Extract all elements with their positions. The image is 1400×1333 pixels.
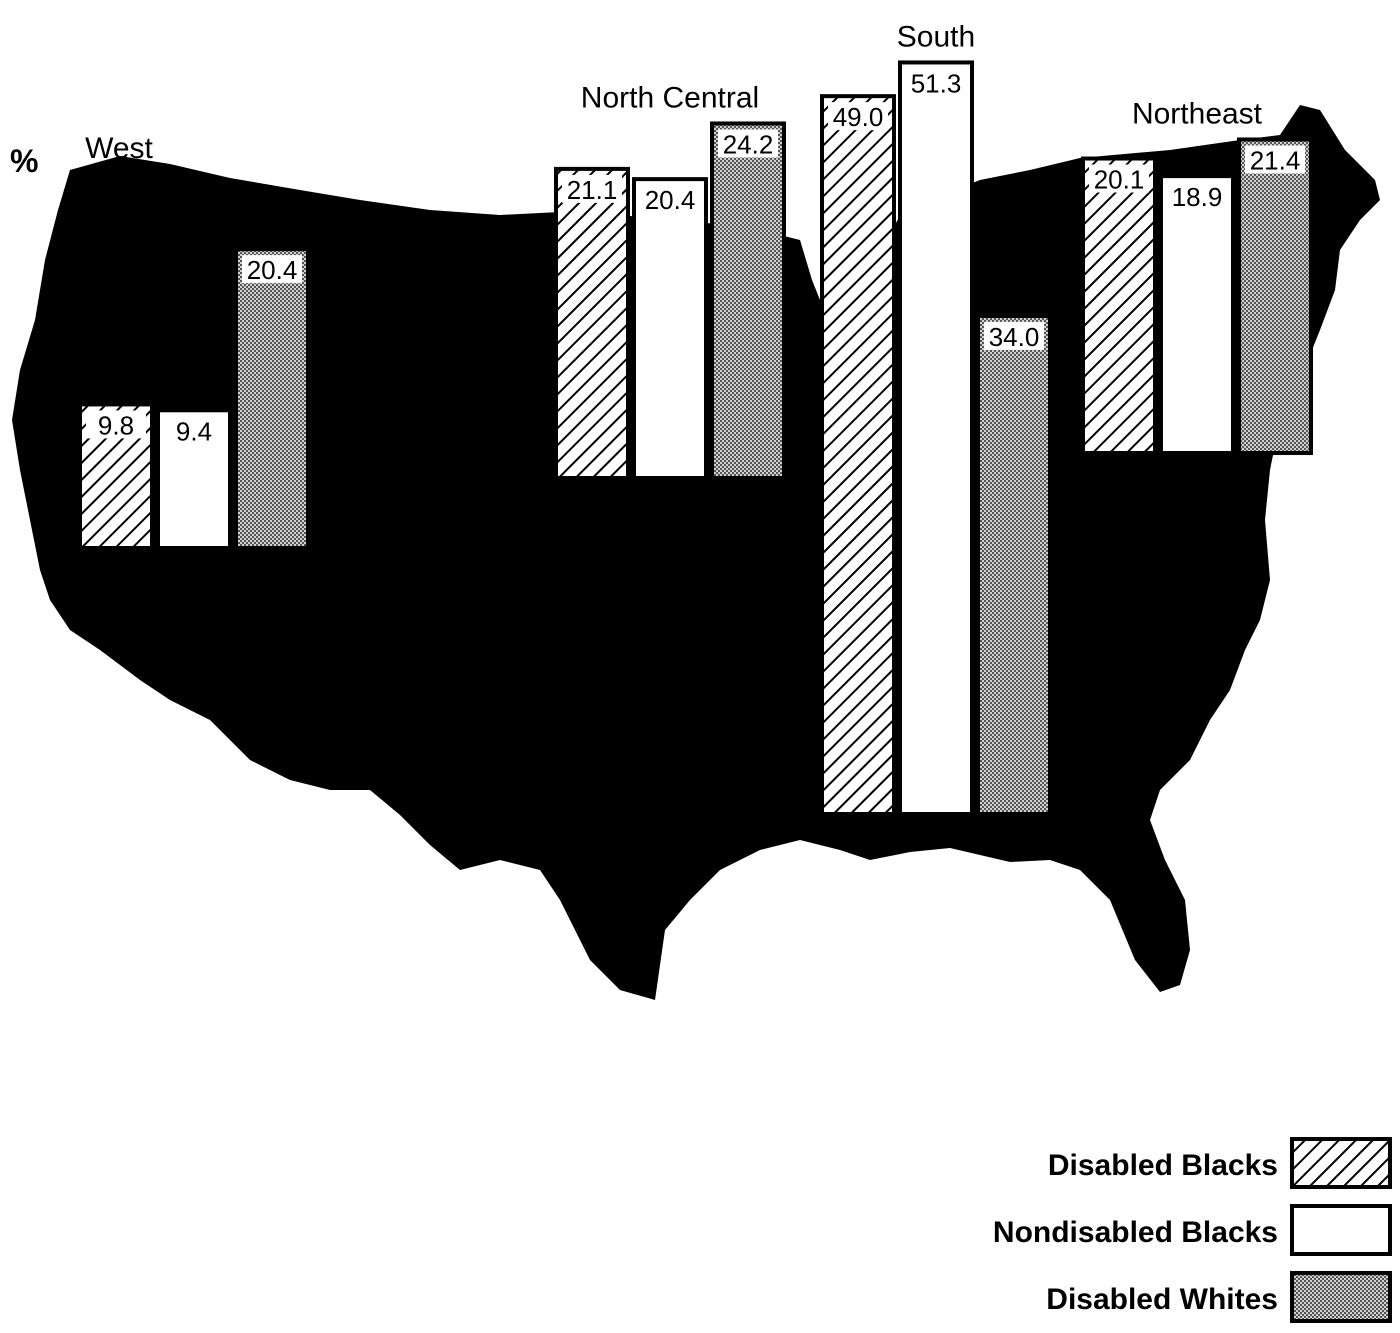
bar-value-label-bg (1167, 182, 1227, 211)
bar-value-label-bg (906, 68, 966, 97)
bar-value-label-bg (164, 416, 224, 445)
bar-value-label-north-central-nondisabled-blacks: 20.4 (645, 185, 696, 215)
bar-northeast-nondisabled-blacks (1159, 174, 1235, 456)
region-label-south: South (897, 20, 975, 53)
bar-north-central-disabled-whites (710, 121, 786, 480)
bar-south-disabled-whites (976, 313, 1052, 816)
bar-south-nondisabled-blacks (898, 60, 974, 816)
legend: Disabled Blacks Nondisabled Blacks Disable… (993, 1137, 1392, 1323)
bar-value-label-south-disabled-blacks: 49.0 (833, 102, 884, 132)
bar-northeast-disabled-whites (1237, 137, 1313, 456)
bar-value-label-bg (828, 102, 888, 131)
bar-south-disabled-blacks (820, 94, 896, 816)
legend-swatch-disabled-whites (1290, 1271, 1392, 1323)
bar-value-label-bg (718, 129, 778, 158)
bar-value-label-northeast-disabled-blacks: 20.1 (1094, 165, 1145, 195)
bar-north-central-nondisabled-blacks (632, 177, 708, 480)
region-label-north-central: North Central (581, 81, 759, 114)
bar-value-label-bg (242, 255, 302, 284)
bar-value-label-west-disabled-whites: 20.4 (247, 255, 298, 285)
bar-value-label-northeast-nondisabled-blacks: 18.9 (1172, 182, 1223, 212)
bar-value-label-west-disabled-blacks: 9.8 (98, 410, 134, 440)
bar-north-central-disabled-blacks (554, 166, 630, 480)
legend-swatch-nondisabled-blacks (1290, 1204, 1392, 1256)
bar-value-label-west-nondisabled-blacks: 9.4 (176, 416, 212, 446)
y-axis-label: % (10, 143, 38, 179)
legend-label-disabled-whites: Disabled Whites (1046, 1283, 1278, 1316)
bar-value-label-bg (86, 410, 146, 439)
bar-value-label-north-central-disabled-whites: 24.2 (723, 129, 774, 159)
bar-value-label-south-disabled-whites: 34.0 (989, 322, 1040, 352)
bar-value-label-bg (640, 185, 700, 214)
bar-value-label-bg (562, 174, 622, 203)
bar-west-disabled-whites (234, 247, 310, 550)
bar-value-label-bg (1245, 145, 1305, 174)
legend-swatch-disabled-blacks (1290, 1137, 1392, 1189)
region-label-west: West (85, 132, 153, 165)
legend-label-disabled-blacks: Disabled Blacks (1048, 1149, 1278, 1182)
bar-value-label-south-nondisabled-blacks: 51.3 (911, 68, 962, 98)
bar-value-label-northeast-disabled-whites: 21.4 (1250, 145, 1301, 175)
bar-value-label-bg (984, 321, 1044, 350)
bar-northeast-disabled-blacks (1081, 156, 1157, 455)
legend-label-nondisabled-blacks: Nondisabled Blacks (993, 1216, 1278, 1249)
bar-value-label-bg (1089, 164, 1149, 193)
bar-value-label-north-central-disabled-blacks: 21.1 (567, 175, 618, 205)
region-label-northeast: Northeast (1132, 97, 1263, 130)
